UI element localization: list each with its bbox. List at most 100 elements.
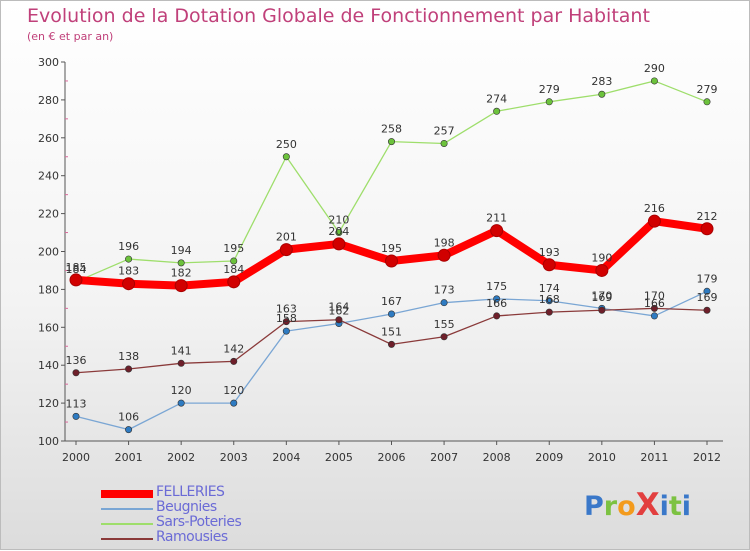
data-label: 166 bbox=[644, 297, 665, 310]
data-label: 258 bbox=[381, 123, 402, 136]
data-point bbox=[440, 299, 448, 307]
data-label: 216 bbox=[644, 202, 665, 215]
data-point bbox=[595, 263, 609, 277]
data-point bbox=[230, 399, 238, 407]
data-point bbox=[493, 312, 501, 320]
proxiti-logo: ProXiti bbox=[584, 487, 692, 523]
data-label: 283 bbox=[591, 75, 612, 88]
y-tick-label: 220 bbox=[38, 208, 59, 221]
data-label: 113 bbox=[66, 397, 87, 410]
data-point bbox=[598, 90, 606, 98]
data-label: 201 bbox=[276, 231, 297, 244]
chart-subtitle: (en € et par an) bbox=[27, 30, 114, 43]
y-tick-label: 120 bbox=[38, 397, 59, 410]
x-tick-label: 2012 bbox=[693, 451, 721, 464]
data-label: 190 bbox=[591, 251, 612, 264]
data-label: 250 bbox=[276, 138, 297, 151]
data-label: 279 bbox=[539, 83, 560, 96]
data-label: 162 bbox=[328, 305, 349, 318]
data-point bbox=[703, 306, 711, 314]
data-label: 193 bbox=[539, 246, 560, 259]
data-label: 257 bbox=[434, 124, 455, 137]
data-label: 158 bbox=[276, 312, 297, 325]
data-label: 174 bbox=[539, 282, 560, 295]
data-label: 204 bbox=[328, 225, 349, 238]
data-label: 279 bbox=[697, 83, 718, 96]
data-label: 195 bbox=[381, 242, 402, 255]
y-tick-label: 280 bbox=[38, 94, 59, 107]
data-point bbox=[647, 214, 661, 228]
data-point bbox=[387, 138, 395, 146]
data-label: 195 bbox=[223, 242, 244, 255]
y-tick-label: 300 bbox=[38, 56, 59, 69]
data-point bbox=[177, 359, 185, 367]
data-label: 170 bbox=[591, 289, 612, 302]
data-label: 141 bbox=[171, 344, 192, 357]
data-point bbox=[650, 77, 658, 85]
legend-label: Beugnies bbox=[156, 499, 217, 515]
data-point bbox=[387, 310, 395, 318]
data-label: 169 bbox=[591, 291, 612, 304]
data-point bbox=[174, 279, 188, 293]
data-point bbox=[437, 248, 451, 262]
data-point bbox=[440, 139, 448, 147]
data-point bbox=[282, 153, 290, 161]
data-label: 138 bbox=[118, 350, 139, 363]
data-point bbox=[650, 312, 658, 320]
data-label: 175 bbox=[486, 280, 507, 293]
data-label: 164 bbox=[328, 301, 349, 314]
data-point bbox=[125, 365, 133, 373]
legend-swatch bbox=[101, 490, 153, 498]
data-label: 179 bbox=[697, 272, 718, 285]
legend-label: Sars-Poteries bbox=[156, 514, 242, 530]
x-tick-label: 2000 bbox=[62, 451, 90, 464]
data-point bbox=[227, 275, 241, 289]
x-tick-label: 2001 bbox=[115, 451, 143, 464]
legend-swatch bbox=[101, 538, 153, 540]
data-label: 194 bbox=[171, 244, 192, 257]
series-line-ramousies bbox=[75, 307, 708, 374]
x-tick-label: 2003 bbox=[220, 451, 248, 464]
data-label: 120 bbox=[223, 384, 244, 397]
data-point bbox=[125, 255, 133, 263]
data-label: 212 bbox=[697, 210, 718, 223]
data-label: 106 bbox=[118, 411, 139, 424]
data-label: 184 bbox=[223, 263, 244, 276]
data-label: 142 bbox=[223, 342, 244, 355]
data-label: 183 bbox=[118, 265, 139, 278]
data-point bbox=[542, 258, 556, 272]
data-label: 173 bbox=[434, 284, 455, 297]
data-point bbox=[125, 426, 133, 434]
data-label: 211 bbox=[486, 212, 507, 225]
data-label: 170 bbox=[644, 289, 665, 302]
y-tick-label: 180 bbox=[38, 283, 59, 296]
x-tick-label: 2008 bbox=[483, 451, 511, 464]
data-label: 182 bbox=[171, 267, 192, 280]
y-tick-label: 200 bbox=[38, 246, 59, 259]
data-label: 290 bbox=[644, 62, 665, 75]
data-point bbox=[598, 306, 606, 314]
data-label: 151 bbox=[381, 325, 402, 338]
x-tick-label: 2006 bbox=[378, 451, 406, 464]
data-point bbox=[282, 327, 290, 335]
data-point bbox=[230, 357, 238, 365]
x-tick-label: 2007 bbox=[430, 451, 458, 464]
data-point bbox=[493, 107, 501, 115]
x-tick-label: 2004 bbox=[272, 451, 300, 464]
data-point bbox=[335, 229, 343, 237]
data-label: 185 bbox=[66, 261, 87, 274]
data-point bbox=[122, 277, 136, 291]
data-point bbox=[72, 412, 80, 420]
data-point bbox=[545, 98, 553, 106]
data-point bbox=[279, 243, 293, 257]
data-point bbox=[703, 287, 711, 295]
data-point bbox=[490, 224, 504, 238]
legend-swatch bbox=[101, 523, 153, 525]
x-tick-label: 2005 bbox=[325, 451, 353, 464]
data-label: 155 bbox=[434, 318, 455, 331]
data-point bbox=[177, 259, 185, 267]
chart-title: Evolution de la Dotation Globale de Fonc… bbox=[27, 5, 650, 27]
data-label: 210 bbox=[328, 214, 349, 227]
